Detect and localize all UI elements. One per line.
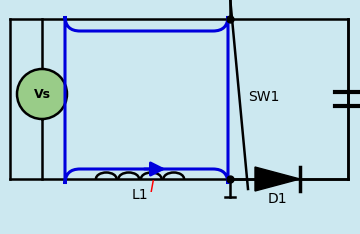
Text: D1: D1 bbox=[268, 192, 287, 206]
Polygon shape bbox=[255, 167, 300, 191]
Text: Vs: Vs bbox=[33, 88, 50, 100]
Text: SW1: SW1 bbox=[248, 90, 279, 104]
Text: I: I bbox=[149, 179, 154, 194]
Circle shape bbox=[17, 69, 67, 119]
Text: L1: L1 bbox=[132, 188, 148, 202]
